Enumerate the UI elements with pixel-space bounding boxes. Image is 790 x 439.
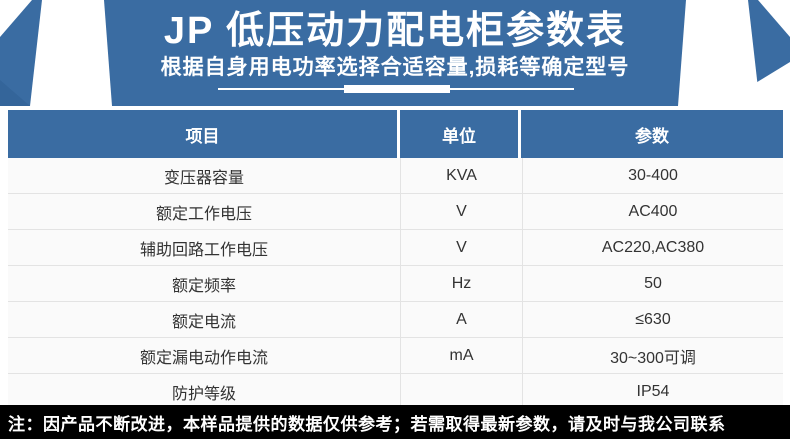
table-row: 额定工作电压 V AC400 <box>8 194 783 230</box>
footer-note-text: 注：因产品不断改进，本样品提供的数据仅供参考；若需取得最新参数，请及时与我公司联… <box>8 414 726 434</box>
item-cell: 辅助回路工作电压 <box>139 241 268 259</box>
table-row: 变压器容量 KVA 30-400 <box>8 158 783 194</box>
param-cell: ≤630 <box>522 302 783 337</box>
unit-cell: Hz <box>400 266 522 301</box>
header-banner: JP 低压动力配电柜参数表 根据自身用电功率选择合适容量,损耗等确定型号 <box>0 0 790 106</box>
diagonal-stripe-left <box>30 0 112 106</box>
unit-cell: KVA <box>400 158 522 193</box>
item-cell: 额定漏电动作电流 <box>139 349 268 367</box>
table-row: 防护等级 IP54 <box>8 374 783 409</box>
item-cell: 变压器容量 <box>163 169 244 187</box>
table-row: 辅助回路工作电压 V AC220,AC380 <box>8 230 783 266</box>
header-cell-unit: 单位 <box>400 110 518 158</box>
unit-cell: V <box>400 230 522 265</box>
table-row: 额定漏电动作电流 mA 30~300可调 <box>8 338 783 374</box>
subtitle-underline-accent <box>344 85 450 93</box>
page-title: JP 低压动力配电柜参数表 <box>163 10 627 52</box>
param-cell: AC220,AC380 <box>522 230 783 265</box>
table-header-row: 项目 单位 参数 <box>8 110 783 158</box>
unit-cell <box>400 374 522 409</box>
param-cell: 30-400 <box>522 158 783 193</box>
unit-cell: mA <box>400 338 522 373</box>
item-cell: 防护等级 <box>171 385 236 403</box>
header-cell-param: 参数 <box>521 110 783 158</box>
item-cell: 额定频率 <box>171 277 236 295</box>
header-cell-item: 项目 <box>8 110 397 158</box>
param-cell: AC400 <box>522 194 783 229</box>
page-subtitle: 根据自身用电功率选择合适容量,损耗等确定型号 <box>160 56 630 79</box>
item-cell: 额定电流 <box>171 313 236 331</box>
footer-note-bar: 注：因产品不断改进，本样品提供的数据仅供参考；若需取得最新参数，请及时与我公司联… <box>0 405 790 439</box>
unit-cell: V <box>400 194 522 229</box>
table-row: 额定频率 Hz 50 <box>8 266 783 302</box>
diagonal-stripe-right <box>678 0 760 106</box>
item-cell: 额定工作电压 <box>155 205 252 223</box>
table-row: 额定电流 A ≤630 <box>8 302 783 338</box>
param-cell: IP54 <box>522 374 783 409</box>
param-cell: 30~300可调 <box>522 338 783 373</box>
param-cell: 50 <box>522 266 783 301</box>
unit-cell: A <box>400 302 522 337</box>
spec-table: 项目 单位 参数 变压器容量 KVA 30-400 额定工作电压 V AC400… <box>8 110 783 409</box>
